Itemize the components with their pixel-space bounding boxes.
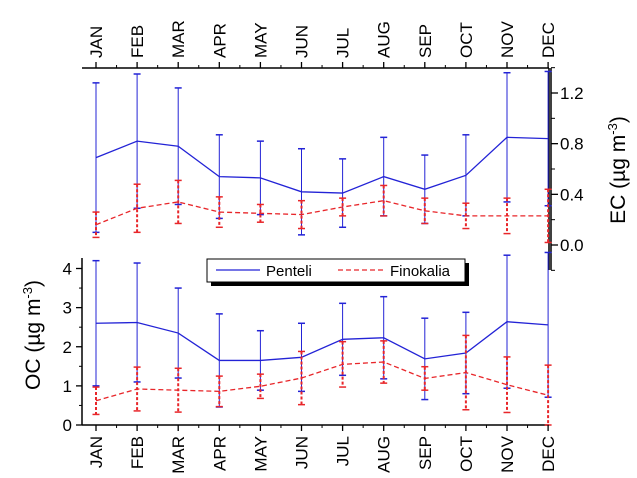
bottom-month-label: DEC	[539, 436, 558, 472]
ec-y-tick-label: 0.8	[560, 135, 584, 154]
oc-line-penteli	[95, 321, 549, 362]
top-month-label: FEB	[128, 25, 147, 58]
bottom-month-label: NOV	[498, 435, 517, 473]
oc-y-tick-label: 3	[63, 299, 72, 318]
ec-y-axis-title-sup: -3	[605, 123, 620, 135]
top-month-label: DEC	[539, 22, 558, 58]
legend-box	[206, 258, 466, 283]
top-month-label: MAR	[169, 20, 188, 58]
top-month-label: AUG	[375, 21, 394, 58]
top-month-label: JUN	[293, 25, 312, 58]
bottom-month-label: JAN	[87, 436, 106, 468]
ec-panel: 0.0 0.4 0.8 1.2 EC (µg m-3)	[82, 67, 630, 271]
bottom-month-label: MAR	[169, 436, 188, 474]
top-month-label: JAN	[87, 26, 106, 58]
oc-y-tick-label: 4	[63, 260, 72, 279]
oc-y-axis-title-main: OC (µg m	[22, 299, 45, 390]
top-month-label: OCT	[457, 22, 476, 58]
bottom-month-label: AUG	[375, 436, 394, 473]
oc-series-finokalia	[92, 334, 552, 426]
ec-y-tick-label: 0.0	[560, 236, 584, 255]
top-month-label: JUL	[334, 28, 353, 58]
top-month-label: NOV	[498, 21, 517, 59]
oc-line-finokalia	[95, 361, 549, 402]
bottom-month-label: APR	[210, 436, 229, 471]
oc-y-axis-title-end: )	[22, 280, 45, 287]
oc-y-tick-label: 2	[63, 338, 72, 357]
ec-series-finokalia	[92, 179, 552, 244]
bottom-month-label: JUN	[293, 436, 312, 469]
bottom-month-label: FEB	[128, 436, 147, 469]
oc-panel: 0 1 2 3 4 OC (µg m-3)	[20, 251, 552, 435]
oc-y-tick-label: 0	[63, 416, 72, 435]
oc-y-axis-title: OC (µg m-3)	[20, 280, 45, 390]
bottom-month-label: OCT	[457, 436, 476, 472]
ec-y-axis-title: EC (µg m-3)	[605, 116, 630, 224]
ec-line-finokalia	[95, 200, 549, 226]
month-axes: JAN JAN FEB FEB MAR MAR APR APR MAY MAY JUN JUN JUL J…	[87, 20, 558, 474]
legend: Penteli Finokalia	[206, 258, 469, 286]
ec-y-tick-label: 1.2	[560, 84, 584, 103]
top-month-label: APR	[210, 23, 229, 58]
top-month-label: MAY	[251, 22, 270, 58]
ec-y-tick-label: 0.4	[560, 185, 584, 204]
bottom-month-label: SEP	[416, 436, 435, 470]
legend-finokalia-label: Finokalia	[390, 263, 451, 280]
ec-y-axis-title-end: )	[607, 116, 630, 123]
bottom-month-label: MAY	[251, 436, 270, 472]
legend-penteli-label: Penteli	[266, 263, 312, 280]
ec-y-axis-title-main: EC (µg m	[607, 135, 630, 224]
bottom-month-label: JUL	[334, 436, 353, 466]
ec-line-penteli	[95, 136, 549, 194]
ec-series-penteli	[92, 70, 552, 236]
top-month-label: SEP	[416, 24, 435, 58]
oc-y-axis-title-sup: -3	[20, 287, 35, 299]
oc-y-tick-label: 1	[63, 377, 72, 396]
